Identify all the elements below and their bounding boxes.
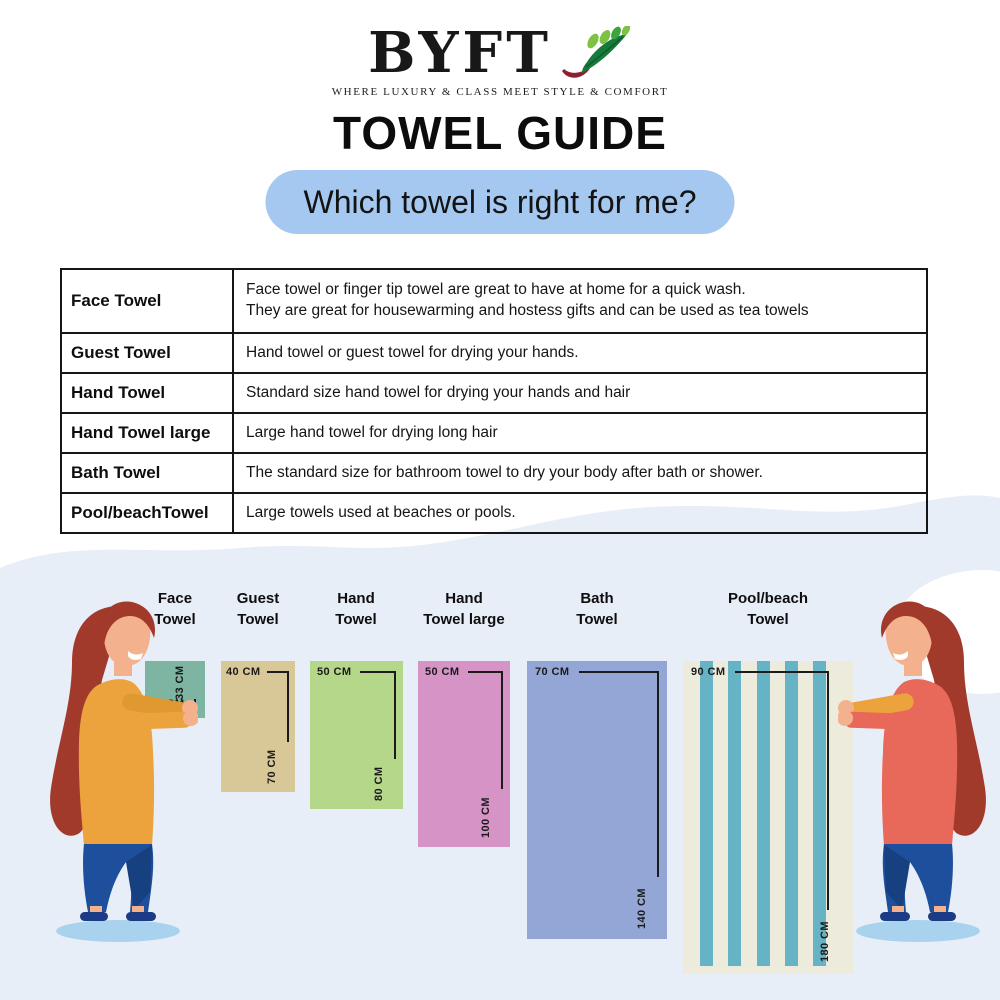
- table-row: Face Towel Face towel or finger tip towe…: [62, 270, 926, 332]
- towel-name-pool-beach: Pool/beach Towel: [727, 590, 809, 628]
- row-description: Hand towel or guest towel for drying you…: [246, 343, 579, 361]
- pool-towel-stripe: [757, 661, 770, 966]
- pool-towel-stripe: [785, 661, 798, 966]
- guest-height-label: 70 CM: [266, 749, 278, 784]
- towel-name-bath: Bath Towel: [576, 590, 618, 628]
- towel-name-hand-large: Hand Towel large: [423, 590, 505, 628]
- table-row: Guest Towel Hand towel or guest towel fo…: [62, 332, 926, 372]
- banner-question: Which towel is right for me?: [265, 170, 735, 234]
- bath-width-label: 70 CM: [535, 666, 570, 678]
- dimension-line: [501, 671, 503, 789]
- towel-swatch-guest: 40 CM 70 CM: [221, 661, 295, 792]
- row-label: Bath Towel: [62, 454, 234, 492]
- row-label: Face Towel: [62, 270, 234, 332]
- row-label: Guest Towel: [62, 334, 234, 372]
- table-row: Hand Towel large Large hand towel for dr…: [62, 412, 926, 452]
- row-label: Pool/beachTowel: [62, 494, 234, 532]
- dimension-line: [657, 671, 659, 877]
- hand-large-width-label: 50 CM: [425, 666, 460, 678]
- hand-height-label: 80 CM: [373, 766, 385, 801]
- row-description: The standard size for bathroom towel to …: [246, 463, 763, 481]
- pool-towel-stripe: [813, 661, 826, 966]
- brand-tagline: WHERE LUXURY & CLASS MEET STYLE & COMFOR…: [331, 86, 669, 98]
- woman-illustration-left: [50, 601, 198, 942]
- brand-logo: BYFT: [0, 22, 1000, 84]
- guest-width-label: 40 CM: [226, 666, 261, 678]
- pool-towel-stripe: [728, 661, 741, 966]
- bath-height-label: 140 CM: [636, 888, 648, 929]
- row-description: Standard size hand towel for drying your…: [246, 383, 631, 401]
- dimension-line: [735, 671, 829, 673]
- towel-swatch-hand: 50 CM 80 CM: [310, 661, 403, 809]
- towel-name-hand: Hand Towel: [335, 590, 377, 628]
- hand-width-label: 50 CM: [317, 666, 352, 678]
- towel-description-table: Face Towel Face towel or finger tip towe…: [60, 268, 928, 534]
- brand-logo-text: BYFT: [368, 20, 552, 86]
- dimension-line: [360, 671, 396, 673]
- hand-large-height-label: 100 CM: [480, 797, 492, 838]
- woman-illustration-right: [838, 601, 986, 942]
- row-description: Large hand towel for drying long hair: [246, 423, 498, 441]
- dimension-line: [468, 671, 503, 673]
- table-row: Bath Towel The standard size for bathroo…: [62, 452, 926, 492]
- dimension-line: [267, 671, 289, 673]
- towel-swatch-hand-large: 50 CM 100 CM: [418, 661, 510, 847]
- page-title: TOWEL GUIDE: [333, 107, 667, 159]
- row-label: Hand Towel: [62, 374, 234, 412]
- towel-name-guest: Guest Towel: [236, 590, 280, 628]
- towel-swatch-bath: 70 CM 140 CM: [527, 661, 667, 939]
- dimension-line: [579, 671, 659, 673]
- towel-name-face: Face Towel: [154, 590, 196, 628]
- leaf-logo-icon: [561, 26, 631, 78]
- table-row: Hand Towel Standard size hand towel for …: [62, 372, 926, 412]
- row-description: Face towel or finger tip towel are great…: [246, 281, 809, 319]
- dimension-line: [394, 671, 396, 759]
- dimension-line: [287, 671, 289, 742]
- row-description: Large towels used at beaches or pools.: [246, 503, 516, 521]
- table-row: Pool/beachTowel Large towels used at bea…: [62, 492, 926, 532]
- pool-towel-stripe: [700, 661, 713, 966]
- pool-width-label: 90 CM: [691, 666, 726, 678]
- header: BYFT WHERE LUXURY & CLASS MEET STYLE & C…: [0, 22, 1000, 160]
- pool-height-label: 180 CM: [819, 921, 831, 962]
- towel-swatch-pool-beach: 90 CM 180 CM: [683, 661, 853, 974]
- row-label: Hand Towel large: [62, 414, 234, 452]
- dimension-line: [827, 671, 829, 910]
